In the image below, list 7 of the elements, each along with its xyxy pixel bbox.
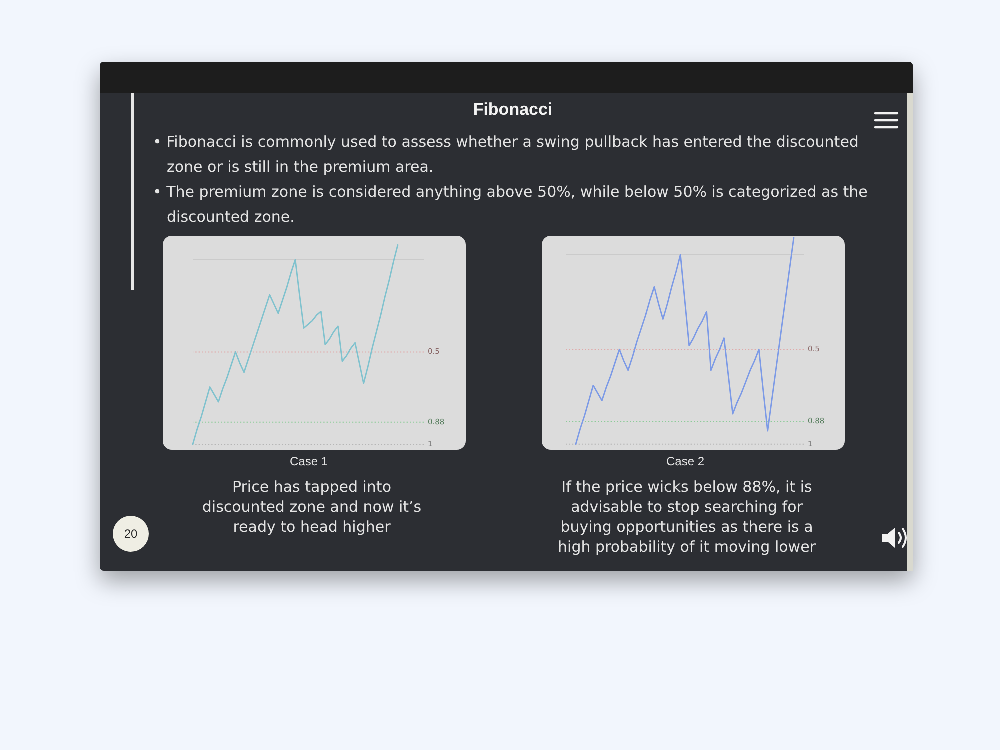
text: Fibonacci [472, 100, 554, 120]
text: Price has tapped into discounted zone and now it’s ready to head higher [201, 477, 423, 537]
text: If the price wicks below 88%, it is advisable to stop searching for buying opportunities as there is a high probability of it moving lower [557, 477, 817, 557]
text: • The premium zone is considered anything above 50%, while below 50% is categorized as the discounted zone. [153, 182, 869, 228]
x-axis-title: Case 1 [290, 454, 328, 468]
text: • Fibonacci is commonly used to assess whether a swing pullback has entered the discounted zone or is still in the premium area. [153, 132, 860, 178]
x-axis-title: Case 2 [666, 454, 705, 468]
